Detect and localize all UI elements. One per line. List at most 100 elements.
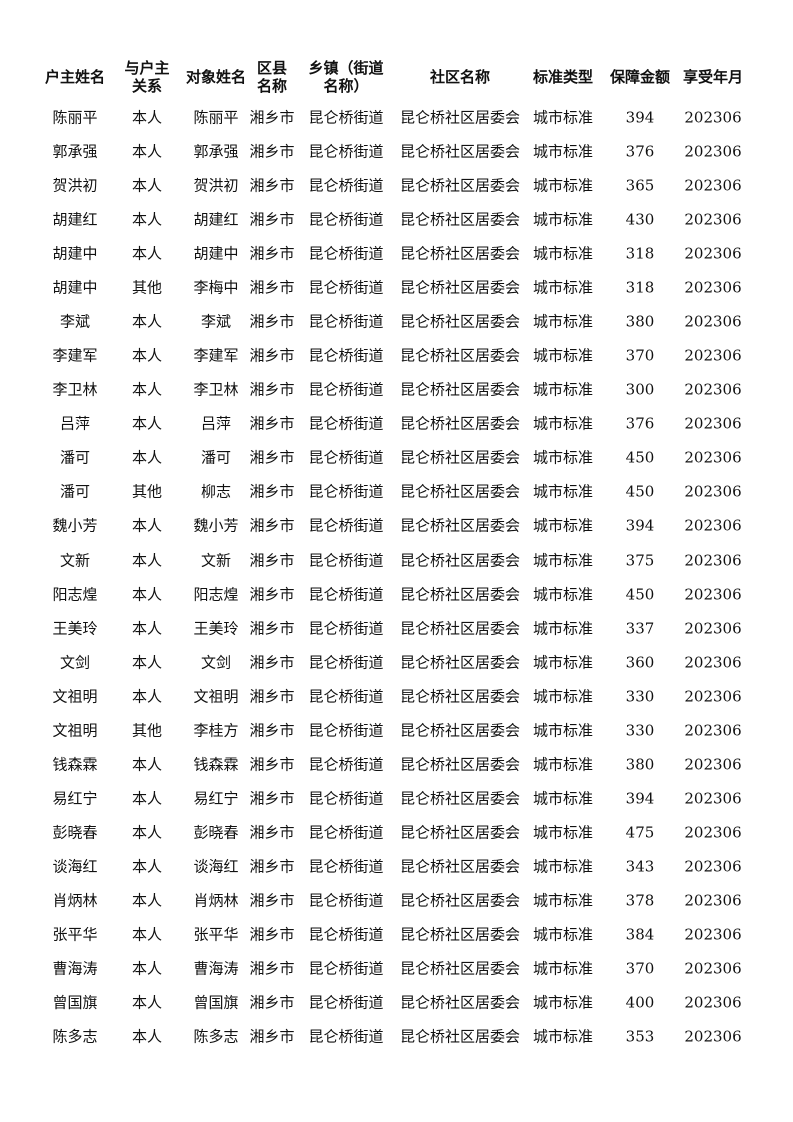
table-cell: 本人: [131, 176, 163, 195]
table-cell: 202306: [684, 721, 742, 740]
table-cell: 城市标准: [532, 891, 594, 910]
table-cell: 343: [625, 857, 655, 876]
table-cell: 昆仑桥社区居委会: [399, 516, 521, 535]
table-cell: 365: [625, 176, 655, 195]
table-cell: 本人: [131, 619, 163, 638]
table-cell: 202306: [684, 823, 742, 842]
table-cell: 202306: [684, 959, 742, 978]
table-cell: 魏小芳: [193, 516, 239, 535]
table-cell: 王美玲: [193, 619, 239, 638]
table-cell: 城市标准: [532, 244, 594, 263]
table-cell: 城市标准: [532, 108, 594, 127]
table-cell: 380: [625, 312, 655, 331]
table-cell: 本人: [131, 891, 163, 910]
table-cell: 202306: [684, 551, 742, 570]
table-cell: 钱森霖: [193, 755, 239, 774]
table-cell: 曾国旗: [52, 993, 98, 1012]
table-cell: 430: [625, 210, 655, 229]
table-cell: 文祖明: [52, 687, 98, 706]
table-cell: 本人: [131, 687, 163, 706]
table-cell: 潘可: [59, 482, 91, 501]
table-cell: 昆仑桥街道: [308, 721, 384, 740]
table-cell: 城市标准: [532, 721, 594, 740]
table-cell: 330: [625, 687, 655, 706]
table-cell: 本人: [131, 516, 163, 535]
table-cell: 湘乡市: [249, 142, 295, 161]
table-cell: 202306: [684, 516, 742, 535]
table-cell: 阳志煌: [52, 585, 98, 604]
table-cell: 376: [625, 142, 655, 161]
table-cell: 本人: [131, 925, 163, 944]
table-cell: 昆仑桥社区居委会: [399, 244, 521, 263]
table-cell: 202306: [684, 619, 742, 638]
table-cell: 昆仑桥社区居委会: [399, 210, 521, 229]
table-cell: 城市标准: [532, 176, 594, 195]
table-cell: 昆仑桥社区居委会: [399, 789, 521, 808]
table-cell: 李卫林: [52, 380, 98, 399]
table-cell: 昆仑桥街道: [308, 278, 384, 297]
header-cell: 与户主 关系: [124, 59, 170, 95]
table-cell: 昆仑桥社区居委会: [399, 448, 521, 467]
table-cell: 湘乡市: [249, 448, 295, 467]
table-cell: 300: [625, 380, 655, 399]
table-cell: 本人: [131, 244, 163, 263]
table-cell: 湘乡市: [249, 516, 295, 535]
table-cell: 昆仑桥街道: [308, 108, 384, 127]
table-cell: 昆仑桥社区居委会: [399, 653, 521, 672]
table-cell: 贺洪初: [52, 176, 98, 195]
table-cell: 湘乡市: [249, 244, 295, 263]
table-cell: 202306: [684, 312, 742, 331]
table-cell: 湘乡市: [249, 789, 295, 808]
table-cell: 本人: [131, 993, 163, 1012]
header-cell: 乡镇（街道 名称）: [308, 59, 384, 95]
table-cell: 318: [625, 278, 655, 297]
table-cell: 湘乡市: [249, 993, 295, 1012]
table-cell: 昆仑桥街道: [308, 142, 384, 161]
table-cell: 昆仑桥街道: [308, 312, 384, 331]
table-cell: 450: [625, 482, 655, 501]
table-cell: 魏小芳: [52, 516, 98, 535]
table-cell: 本人: [131, 210, 163, 229]
table-cell: 李建军: [52, 346, 98, 365]
table-cell: 昆仑桥街道: [308, 925, 384, 944]
table-cell: 昆仑桥街道: [308, 687, 384, 706]
table-cell: 潘可: [59, 448, 91, 467]
table-cell: 湘乡市: [249, 925, 295, 944]
table-cell: 湘乡市: [249, 1027, 295, 1046]
table-cell: 202306: [684, 891, 742, 910]
table-cell: 湘乡市: [249, 414, 295, 433]
header-cell: 享受年月: [682, 68, 744, 86]
table-cell: 城市标准: [532, 1027, 594, 1046]
table-cell: 湘乡市: [249, 176, 295, 195]
table-cell: 昆仑桥社区居委会: [399, 721, 521, 740]
table-cell: 曹海涛: [52, 959, 98, 978]
table-cell: 湘乡市: [249, 721, 295, 740]
table-cell: 353: [625, 1027, 655, 1046]
table-cell: 昆仑桥街道: [308, 891, 384, 910]
table-cell: 昆仑桥社区居委会: [399, 551, 521, 570]
table-cell: 城市标准: [532, 925, 594, 944]
table-cell: 阳志煌: [193, 585, 239, 604]
table-cell: 202306: [684, 278, 742, 297]
table-cell: 202306: [684, 448, 742, 467]
table-cell: 昆仑桥街道: [308, 755, 384, 774]
table-cell: 谈海红: [193, 857, 239, 876]
table-cell: 本人: [131, 312, 163, 331]
table-cell: 文新: [59, 551, 91, 570]
table-cell: 郭承强: [52, 142, 98, 161]
table-cell: 城市标准: [532, 789, 594, 808]
table-cell: 昆仑桥社区居委会: [399, 619, 521, 638]
table-cell: 张平华: [52, 925, 98, 944]
table-cell: 昆仑桥街道: [308, 210, 384, 229]
table-cell: 城市标准: [532, 585, 594, 604]
table-cell: 湘乡市: [249, 380, 295, 399]
table-cell: 昆仑桥街道: [308, 789, 384, 808]
table-cell: 陈丽平: [52, 108, 98, 127]
table-cell: 文祖明: [193, 687, 239, 706]
table-cell: 昆仑桥社区居委会: [399, 891, 521, 910]
table-cell: 202306: [684, 346, 742, 365]
table-cell: 昆仑桥社区居委会: [399, 414, 521, 433]
table-cell: 胡建中: [52, 278, 98, 297]
table-cell: 202306: [684, 755, 742, 774]
